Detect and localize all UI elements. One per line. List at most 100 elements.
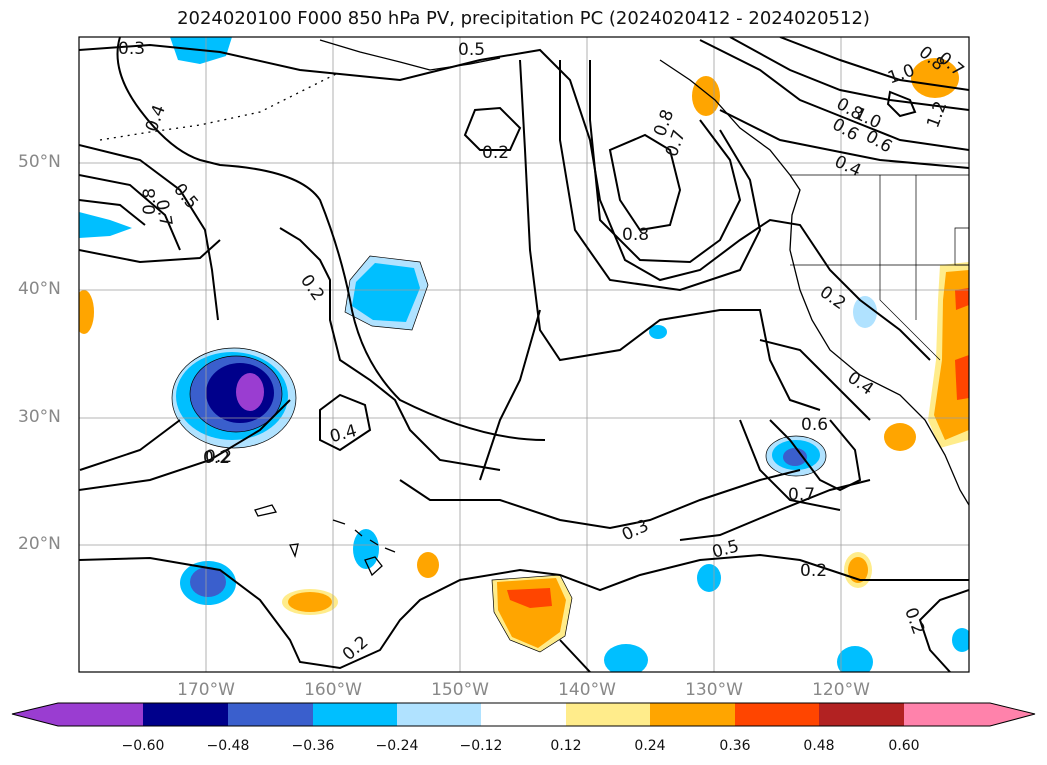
lon-label: 140°W bbox=[558, 680, 616, 700]
island-a bbox=[254, 504, 278, 517]
contour-0-8-loop bbox=[608, 133, 682, 232]
precip-neg-blob-a-inner bbox=[352, 263, 420, 322]
contour-label: 0.7 bbox=[151, 198, 175, 228]
contour-0-6-b bbox=[739, 419, 841, 511]
aleutian-islands bbox=[99, 71, 341, 141]
map-frame bbox=[78, 36, 970, 673]
precip-pos-blob-a3 bbox=[507, 588, 552, 608]
map-title: 2024020100 F000 850 hPa PV, precipitatio… bbox=[177, 8, 870, 29]
precip-pos-small-c2 bbox=[848, 557, 868, 583]
precip-neg-small-g bbox=[649, 325, 667, 339]
contour-label: 0.2 bbox=[205, 447, 232, 467]
precip-neg-small-c3 bbox=[783, 448, 807, 466]
precip-pos-small-g bbox=[79, 290, 94, 334]
precip-neg-small-e bbox=[837, 646, 873, 672]
lon-label: 150°W bbox=[431, 680, 489, 700]
contour-0-2-a bbox=[79, 43, 931, 361]
colorbar-min-arrow bbox=[12, 703, 143, 726]
colorbar-swatch bbox=[397, 703, 481, 726]
contour-label: 0.2 bbox=[203, 448, 230, 468]
colorbar-swatch bbox=[650, 703, 735, 726]
colorbar-swatch bbox=[566, 703, 650, 726]
contour-0-8-b bbox=[729, 37, 969, 111]
colorbar-swatch bbox=[735, 703, 819, 726]
contour-0-5-c bbox=[679, 479, 871, 541]
contour-label: 0.5 bbox=[458, 40, 485, 60]
colorbar-tick: 0.48 bbox=[803, 738, 835, 754]
colorbar-tick: −0.36 bbox=[291, 738, 335, 754]
contour-0-2-e bbox=[279, 227, 501, 471]
precip-neg-small-d bbox=[604, 644, 648, 672]
precip-neg-5 bbox=[236, 373, 264, 411]
contour-label: 0.8 bbox=[140, 188, 160, 215]
colorbar-tick: −0.48 bbox=[206, 738, 250, 754]
contour-0-4 bbox=[79, 239, 221, 264]
colorbar-swatch bbox=[481, 703, 566, 726]
colorbar-swatch bbox=[313, 703, 397, 726]
contour-0-3-a bbox=[479, 309, 541, 481]
precip-neg-small-i bbox=[952, 628, 969, 652]
contour-0-7-b bbox=[769, 419, 862, 492]
colorbar-tick: −0.60 bbox=[121, 738, 165, 754]
contour-label: 0.7 bbox=[788, 485, 815, 505]
colorbar-outline bbox=[11, 702, 1036, 727]
us-west-coast bbox=[789, 174, 969, 506]
contour-0-7-a bbox=[589, 60, 742, 264]
lon-label: 170°W bbox=[177, 680, 235, 700]
contour-label: 0.8 bbox=[622, 225, 649, 245]
lat-label: 40°N bbox=[18, 279, 61, 299]
contour-0-2-g bbox=[918, 589, 969, 672]
contour-1-0-a bbox=[699, 39, 969, 151]
precip-neg-small-a-inner bbox=[190, 567, 226, 597]
lat-label: 50°N bbox=[18, 152, 61, 172]
contour-0-5 bbox=[79, 144, 219, 321]
island-b bbox=[289, 543, 299, 558]
precip-neg-small-h bbox=[853, 296, 877, 328]
contour-0-2-b bbox=[116, 37, 546, 441]
colorbar-swatch bbox=[228, 703, 313, 726]
contour-0-3-b bbox=[399, 469, 801, 530]
hawaiian-islands bbox=[332, 519, 396, 553]
contour-0-6-a bbox=[559, 60, 762, 292]
alaska-peninsula bbox=[319, 39, 501, 71]
precip-pos-small-d bbox=[692, 76, 720, 116]
precip-pos-small-b bbox=[417, 552, 439, 578]
colorbar-swatch bbox=[819, 703, 904, 726]
contour-0-6-c bbox=[719, 109, 969, 169]
precip-pos-coast3a bbox=[955, 288, 969, 310]
lat-label: 30°N bbox=[18, 407, 61, 427]
colorbar-tick: 0.36 bbox=[719, 738, 751, 754]
precip-neg-small-f bbox=[697, 564, 721, 592]
contour-label: 0.6 bbox=[801, 415, 828, 435]
lon-label: 120°W bbox=[812, 680, 870, 700]
precip-outlines bbox=[171, 255, 827, 653]
colorbar-max-arrow bbox=[904, 703, 1035, 726]
colorbar-tick: −0.24 bbox=[375, 738, 419, 754]
contour-0-2-loop bbox=[463, 106, 522, 151]
colorbar-tick: 0.60 bbox=[888, 738, 920, 754]
colorbar-tick: 0.12 bbox=[550, 738, 582, 754]
contour-loop-top bbox=[886, 90, 917, 118]
lon-label: 160°W bbox=[304, 680, 362, 700]
colorbar-tick: −0.12 bbox=[459, 738, 503, 754]
contour-0-4-loop bbox=[319, 393, 372, 452]
borders bbox=[790, 174, 969, 361]
contour-0-2-f bbox=[79, 419, 181, 471]
map-panel: 0.3 0.5 0.4 0.2 0.8 0.7 0.8 0.7 0.5 0.8 … bbox=[79, 37, 969, 672]
colorbar-swatch bbox=[143, 703, 228, 726]
contour-0-2-d bbox=[79, 553, 969, 670]
contour-1-2 bbox=[779, 37, 969, 91]
contour-label: 0.2 bbox=[482, 143, 509, 163]
colorbar-tick: 0.24 bbox=[634, 738, 666, 754]
contour-0-5-b bbox=[759, 339, 871, 421]
border-ca bbox=[879, 265, 941, 361]
contour-label: 0.3 bbox=[118, 39, 145, 59]
precip-pos-small-f bbox=[884, 423, 916, 451]
contour-label: 0.2 bbox=[800, 561, 827, 581]
precip-shading bbox=[79, 37, 969, 672]
precip-pos-small-e bbox=[911, 58, 959, 98]
lat-label: 20°N bbox=[18, 534, 61, 554]
island-c bbox=[364, 556, 383, 577]
contour-0-8 bbox=[79, 199, 146, 226]
